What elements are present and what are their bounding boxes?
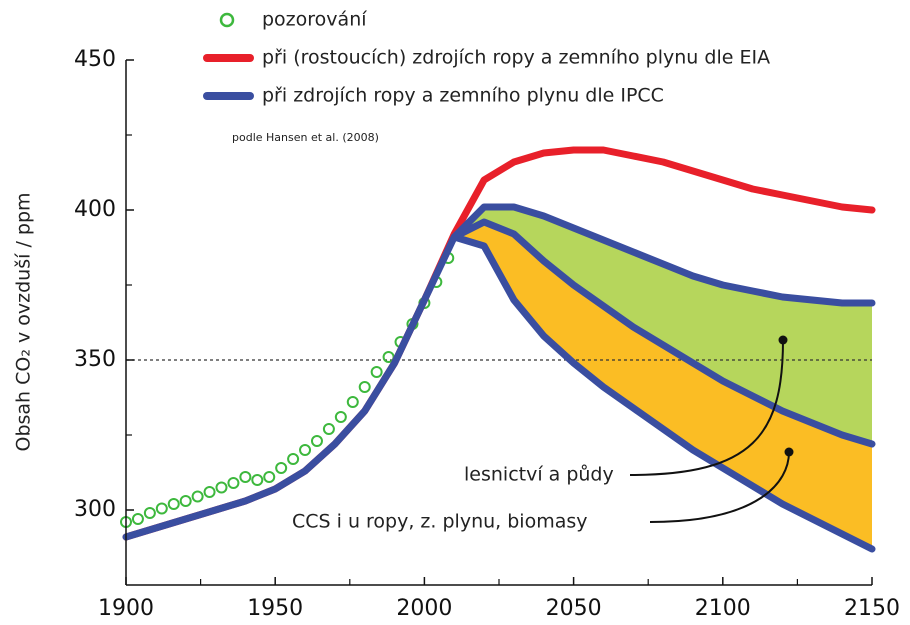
observation-point (346, 396, 359, 408)
scenario-line (450, 233, 876, 553)
y-tick-label: 400 (74, 197, 116, 222)
observation-point (131, 513, 144, 525)
x-tick-label: 2000 (396, 596, 452, 621)
y-axis-label: Obsah CO₂ v ovzduší / ppm (13, 192, 35, 451)
observation-point (143, 507, 156, 519)
observation-point (370, 366, 383, 378)
observation-point (263, 471, 276, 483)
x-tick-label: 2150 (844, 596, 900, 621)
observation-point (358, 381, 371, 393)
y-tick-label: 300 (74, 497, 116, 522)
observation-point (203, 486, 216, 498)
observation-point (215, 481, 228, 494)
legend-label: při (rostoucích) zdrojích ropy a zemního… (262, 47, 770, 69)
observation-point (167, 498, 180, 510)
annotation-pointer (629, 339, 784, 476)
observation-point (227, 477, 240, 489)
annotation-label: CCS i u ropy, z. plynu, biomasy (292, 511, 588, 533)
annotation-dot (778, 335, 788, 345)
annotation-label: lesnictví a půdy (464, 464, 614, 486)
x-tick-label: 1950 (247, 596, 303, 621)
observation-point (179, 495, 192, 507)
observation-point (334, 411, 347, 423)
observation-point (287, 453, 300, 465)
scenario-line (450, 218, 876, 448)
annotation-pointer (649, 451, 790, 523)
y-tick-label: 350 (74, 347, 116, 372)
observation-point (322, 423, 335, 435)
legend-label: při zdrojích ropy a zemního plynu dle IP… (262, 85, 664, 107)
x-tick-label: 1900 (98, 596, 154, 621)
y-tick-label: 450 (74, 47, 116, 72)
legend-label: pozorování (262, 9, 367, 31)
x-tick-label: 2100 (695, 596, 751, 621)
band-fill (454, 207, 872, 444)
legend-marker (219, 12, 235, 28)
x-tick-label: 2050 (546, 596, 602, 621)
observation-point (155, 502, 168, 515)
observation-point (275, 462, 288, 474)
band-fill (454, 222, 872, 549)
observation-point (251, 474, 264, 486)
observation-point (299, 444, 312, 456)
series-line (122, 203, 876, 541)
annotation-dot (784, 447, 794, 457)
observation-point (191, 490, 204, 503)
source-note: podle Hansen et al. (2008) (232, 131, 379, 144)
observation-point (310, 435, 323, 447)
observation-point (239, 471, 252, 483)
